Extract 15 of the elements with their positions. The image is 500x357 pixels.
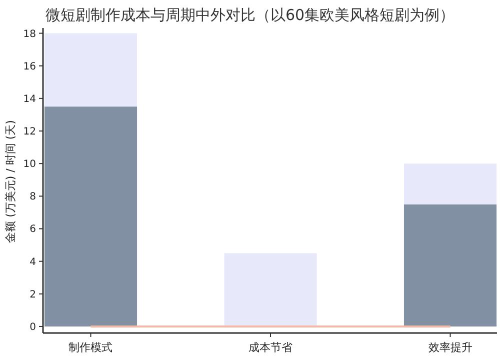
y-tick-label: 16 <box>23 61 36 72</box>
x-tick-label: 效率提升 <box>428 341 472 354</box>
y-tick-label: 18 <box>23 28 36 40</box>
y-tick-label: 2 <box>30 289 36 300</box>
y-tick-label: 14 <box>23 94 36 105</box>
y-tick-label: 4 <box>30 256 36 268</box>
chart-title: 微短剧制作成本与周期中外对比（以60集欧美风格短剧为例） <box>45 6 455 24</box>
y-tick-label: 12 <box>23 126 36 138</box>
y-tick-label: 10 <box>23 159 36 170</box>
y-tick-label: 6 <box>30 224 36 236</box>
x-tick-label: 制作模式 <box>68 341 113 354</box>
y-tick-label: 0 <box>30 322 36 333</box>
x-tick-label: 成本节省 <box>248 341 292 354</box>
y-tick-label: 8 <box>30 192 36 203</box>
y-axis-title: 金额 (万美元) / 时间 (天) <box>4 120 17 243</box>
